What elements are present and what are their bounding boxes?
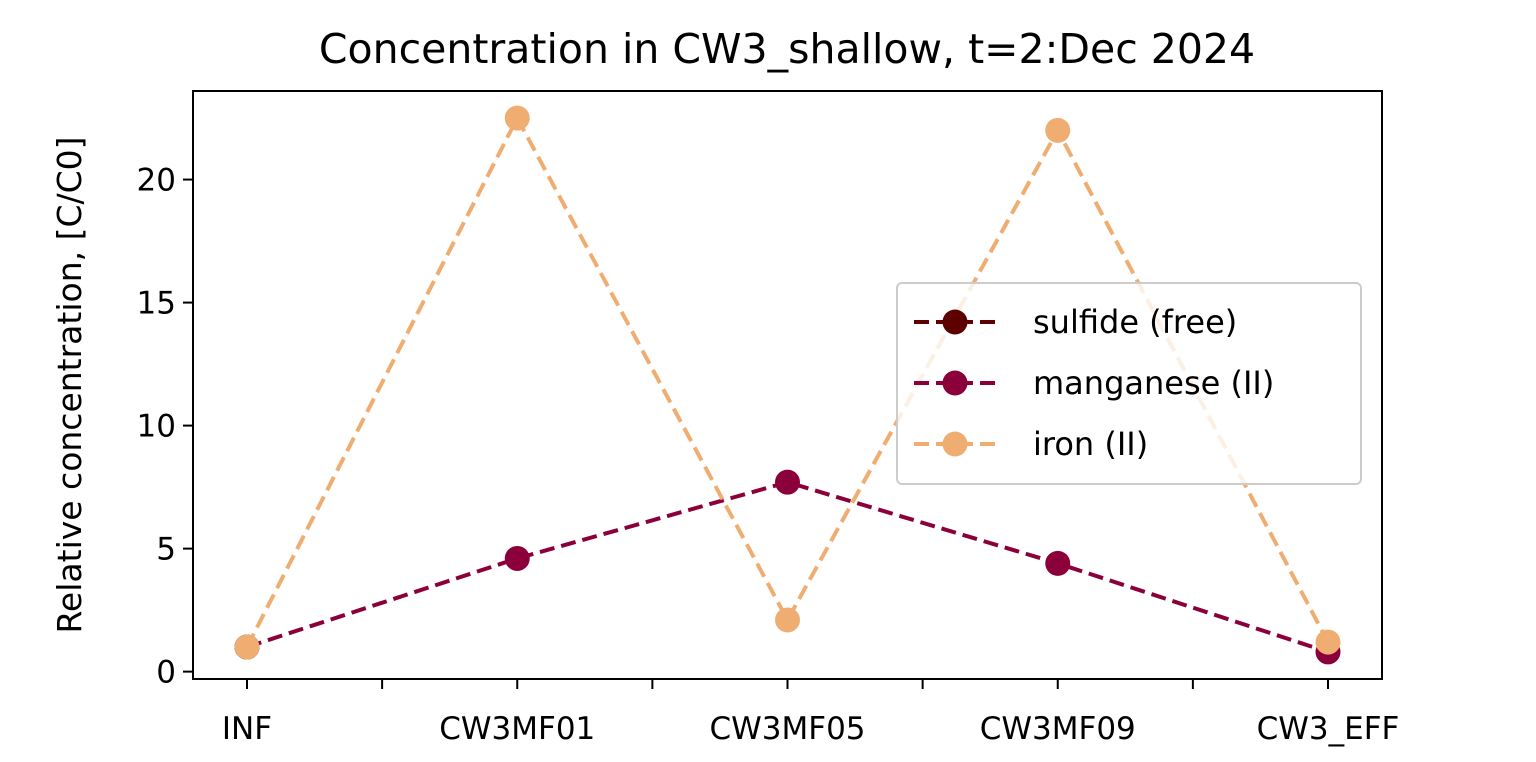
y-tick-label: 20 bbox=[137, 163, 176, 199]
y-tick-label: 5 bbox=[156, 532, 176, 568]
chart-title: Concentration in CW3_shallow, t=2:Dec 20… bbox=[319, 25, 1255, 73]
data-point bbox=[234, 634, 260, 660]
y-axis: 0 5 10 15 20 bbox=[137, 163, 193, 691]
data-point bbox=[775, 469, 800, 495]
legend-label: sulfide (free) bbox=[1033, 303, 1237, 341]
data-point bbox=[775, 607, 800, 633]
x-tick-label: CW3MF01 bbox=[439, 711, 595, 747]
legend-label: manganese (II) bbox=[1033, 364, 1274, 402]
legend: sulfide (free) manganese (II) iron (II) bbox=[896, 282, 1362, 485]
y-axis-label: Relative concentration, [C/C0] bbox=[50, 136, 89, 633]
legend-marker bbox=[942, 431, 968, 457]
legend-marker bbox=[942, 370, 968, 396]
data-point bbox=[1315, 629, 1341, 655]
data-point bbox=[1045, 117, 1071, 143]
x-axis: INF CW3MF01 CW3MF05 CW3MF09 CW3_EFF bbox=[222, 679, 1399, 747]
x-tick-label: CW3_EFF bbox=[1257, 711, 1400, 747]
legend-box bbox=[896, 282, 1362, 485]
y-tick-label: 0 bbox=[156, 655, 176, 691]
x-tick-label: CW3MF05 bbox=[709, 711, 865, 747]
data-point bbox=[504, 105, 530, 131]
data-point bbox=[504, 545, 530, 571]
x-tick-label: CW3MF09 bbox=[980, 711, 1136, 747]
x-tick-label: INF bbox=[222, 711, 272, 747]
y-tick-label: 10 bbox=[137, 409, 176, 445]
legend-label: iron (II) bbox=[1033, 425, 1148, 463]
legend-marker bbox=[942, 309, 968, 335]
series-line bbox=[246, 480, 1329, 654]
y-tick-label: 15 bbox=[137, 286, 176, 322]
data-point bbox=[1045, 550, 1071, 576]
